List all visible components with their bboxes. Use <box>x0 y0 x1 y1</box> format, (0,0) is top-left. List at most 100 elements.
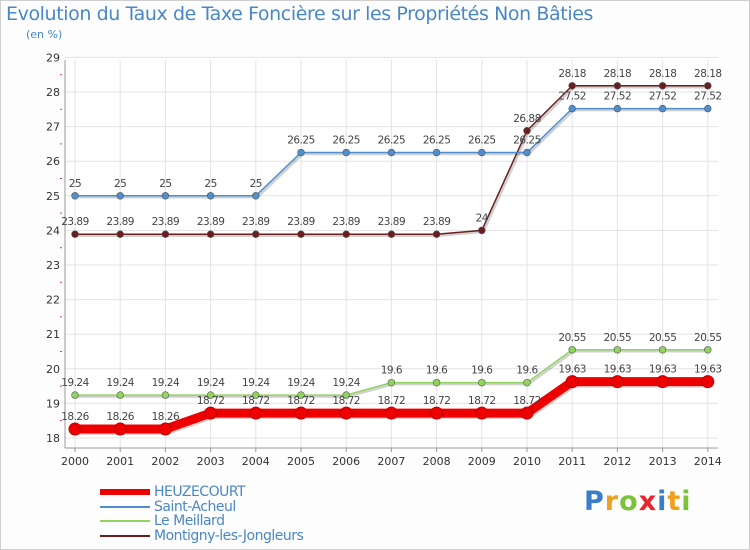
legend-swatch <box>100 520 150 522</box>
data-label: 25 <box>204 178 216 190</box>
data-point <box>113 422 127 436</box>
y-tick-label: 21 <box>46 328 60 341</box>
logo-letter: t <box>667 486 682 517</box>
data-label: 18.72 <box>332 395 360 407</box>
y-tick-label: 27 <box>46 121 60 134</box>
data-label: 19.63 <box>604 364 632 376</box>
y-tick-label: 20 <box>46 363 60 376</box>
data-point <box>342 230 350 238</box>
data-point <box>658 104 667 113</box>
data-point <box>342 148 350 157</box>
data-point <box>297 148 305 157</box>
data-point <box>613 346 622 354</box>
x-tick-label: 2011 <box>558 455 586 468</box>
x-tick-label: 2000 <box>61 455 89 468</box>
logo-letter: i <box>681 486 692 517</box>
data-label: 23.89 <box>332 216 360 228</box>
data-label: 28.18 <box>604 68 632 80</box>
x-tick-label: 2007 <box>377 455 405 468</box>
data-point <box>116 391 124 399</box>
legend-label: Saint-Acheul <box>154 498 236 515</box>
chart-series <box>68 82 715 436</box>
x-tick-label: 2004 <box>242 455 270 468</box>
data-point <box>249 406 263 420</box>
logo-letter: P <box>584 486 605 517</box>
data-label: 19.6 <box>426 365 448 377</box>
chart-title: Evolution du Taux de Taxe Foncière sur l… <box>6 3 594 25</box>
data-label: 19.24 <box>197 377 225 389</box>
legend-label: Le Meillard <box>154 513 225 529</box>
data-label: 25 <box>69 178 81 190</box>
data-point <box>478 226 486 235</box>
data-point <box>68 422 82 436</box>
data-point <box>297 230 305 238</box>
data-point <box>294 406 308 420</box>
data-label: 18.72 <box>287 395 315 407</box>
data-label: 19.63 <box>694 364 722 376</box>
x-tick-label: 2012 <box>603 455 631 468</box>
data-label: 27.52 <box>558 91 586 103</box>
data-label: 27.52 <box>694 91 722 103</box>
logo-letter: o <box>619 486 639 517</box>
data-label: 26.25 <box>332 135 360 147</box>
data-label: 19.24 <box>61 377 89 389</box>
data-label: 26.25 <box>513 135 541 147</box>
data-point <box>523 127 531 135</box>
data-label: 19.24 <box>152 377 180 389</box>
data-label: 18.26 <box>61 411 89 423</box>
data-point <box>568 104 576 113</box>
data-label: 25 <box>250 178 262 190</box>
y-tick-label: 19 <box>46 397 60 410</box>
x-tick-label: 2009 <box>468 455 496 468</box>
data-label: 20.55 <box>604 332 632 344</box>
data-label: 19.24 <box>242 377 270 389</box>
data-point <box>342 391 350 399</box>
y-tick-label: 28 <box>46 86 60 99</box>
series-saint-acheul <box>71 104 712 200</box>
data-label: 26.25 <box>423 135 451 147</box>
data-point <box>71 391 79 399</box>
data-label: 26.25 <box>378 135 406 147</box>
data-label: 18.26 <box>152 411 180 423</box>
data-label: 18.72 <box>378 395 406 407</box>
data-label: 27.52 <box>604 91 632 103</box>
data-point <box>704 82 712 90</box>
series-le-meillard <box>71 346 712 399</box>
logo-letter: i <box>657 486 668 517</box>
x-tick-label: 2006 <box>332 455 360 468</box>
chart-subtitle: (en %) <box>26 28 63 41</box>
data-point <box>252 192 260 200</box>
legend-label: HEUZECOURT <box>154 484 246 500</box>
data-point <box>613 104 622 113</box>
data-label: 19.24 <box>106 377 134 389</box>
data-point <box>656 375 670 389</box>
series-heuzecourt <box>68 375 715 436</box>
data-point <box>475 406 489 420</box>
data-point <box>568 82 576 90</box>
data-label: 19.6 <box>471 365 493 377</box>
legend-swatch <box>100 534 150 537</box>
data-label: 28.18 <box>649 68 677 80</box>
data-point <box>704 104 712 113</box>
data-label: 23.89 <box>152 216 180 228</box>
data-point <box>384 406 398 420</box>
x-tick-label: 2013 <box>649 455 677 468</box>
data-label: 28.18 <box>558 68 586 80</box>
data-label: 18.72 <box>197 395 225 407</box>
data-label: 23.89 <box>287 216 315 228</box>
data-point <box>71 230 79 238</box>
data-label: 24 <box>476 212 489 224</box>
data-label: 23.89 <box>61 216 89 228</box>
data-point <box>523 378 531 387</box>
logo-letter: r <box>604 486 620 517</box>
x-tick-label: 2002 <box>151 455 179 468</box>
data-label: 23.89 <box>106 216 134 228</box>
y-tick-label: 23 <box>46 259 60 272</box>
data-label: 19.24 <box>287 377 315 389</box>
legend-swatch <box>100 489 150 495</box>
y-tick-label: 18 <box>46 432 60 445</box>
data-point <box>565 375 579 389</box>
x-tick-label: 2010 <box>513 455 541 468</box>
data-point <box>432 378 441 387</box>
data-point <box>701 375 715 389</box>
